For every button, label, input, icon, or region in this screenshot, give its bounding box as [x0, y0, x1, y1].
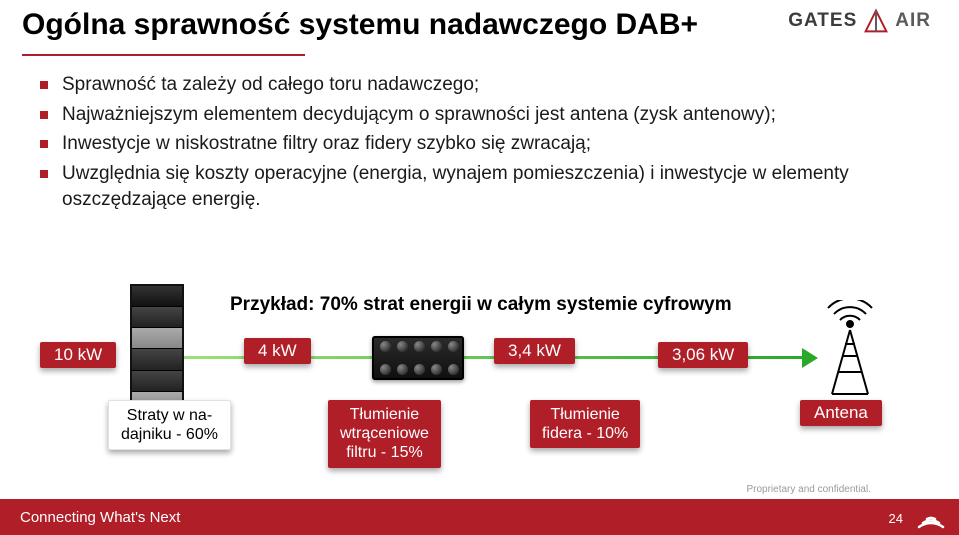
bullet-item: Uwzględnia się koszty operacyjne (energi…	[40, 161, 919, 212]
filter-loss-label: Tłumienie wtrąceniowe filtru - 15%	[328, 400, 441, 468]
brand-logo: GATES AIR	[788, 8, 931, 34]
logo-mark-icon	[863, 8, 889, 34]
bullet-list: Sprawność ta zależy od całego toru nadaw…	[40, 72, 919, 216]
rf-filter-icon	[372, 336, 464, 380]
filter-loss-line3: filtru - 15%	[346, 444, 422, 461]
power-after-tx-tag: 4 kW	[244, 338, 311, 364]
feeder-loss-line1: Tłumienie	[550, 406, 619, 423]
feeder-loss-label: Tłumienie fidera - 10%	[530, 400, 640, 448]
example-heading: Przykład: 70% strat energii w całym syst…	[230, 294, 732, 316]
bullet-item: Najważniejszym elementem decydującym o s…	[40, 102, 919, 128]
slide: Ogólna sprawność systemu nadawczego DAB+…	[0, 0, 959, 535]
tx-loss-label: Straty w na- dajniku - 60%	[108, 400, 231, 450]
footer-tagline: Connecting What's Next	[0, 509, 180, 526]
bullet-item: Inwestycje w niskostratne filtry oraz fi…	[40, 131, 919, 157]
page-number: 24	[889, 511, 903, 526]
tx-loss-line1: Straty w na-	[127, 407, 212, 424]
confidential-label: Proprietary and confidential.	[746, 484, 871, 495]
tx-loss-line2: dajniku - 60%	[121, 426, 218, 443]
title-underline	[22, 54, 305, 56]
page-title: Ogólna sprawność systemu nadawczego DAB+	[22, 8, 698, 42]
power-after-feeder-tag: 3,06 kW	[658, 342, 748, 368]
power-input-tag: 10 kW	[40, 342, 116, 368]
antenna-label: Antena	[800, 400, 882, 426]
feeder-loss-line2: fidera - 10%	[542, 425, 628, 442]
footer-wave-icon	[913, 501, 949, 533]
filter-loss-line1: Tłumienie	[350, 406, 419, 423]
bullet-item: Sprawność ta zależy od całego toru nadaw…	[40, 72, 919, 98]
antenna-icon	[814, 300, 886, 396]
filter-loss-line2: wtrąceniowe	[340, 425, 429, 442]
power-after-filter-tag: 3,4 kW	[494, 338, 575, 364]
logo-text-b: AIR	[895, 10, 931, 32]
logo-text-a: GATES	[788, 10, 857, 32]
footer-bar: Connecting What's Next 24	[0, 499, 959, 535]
